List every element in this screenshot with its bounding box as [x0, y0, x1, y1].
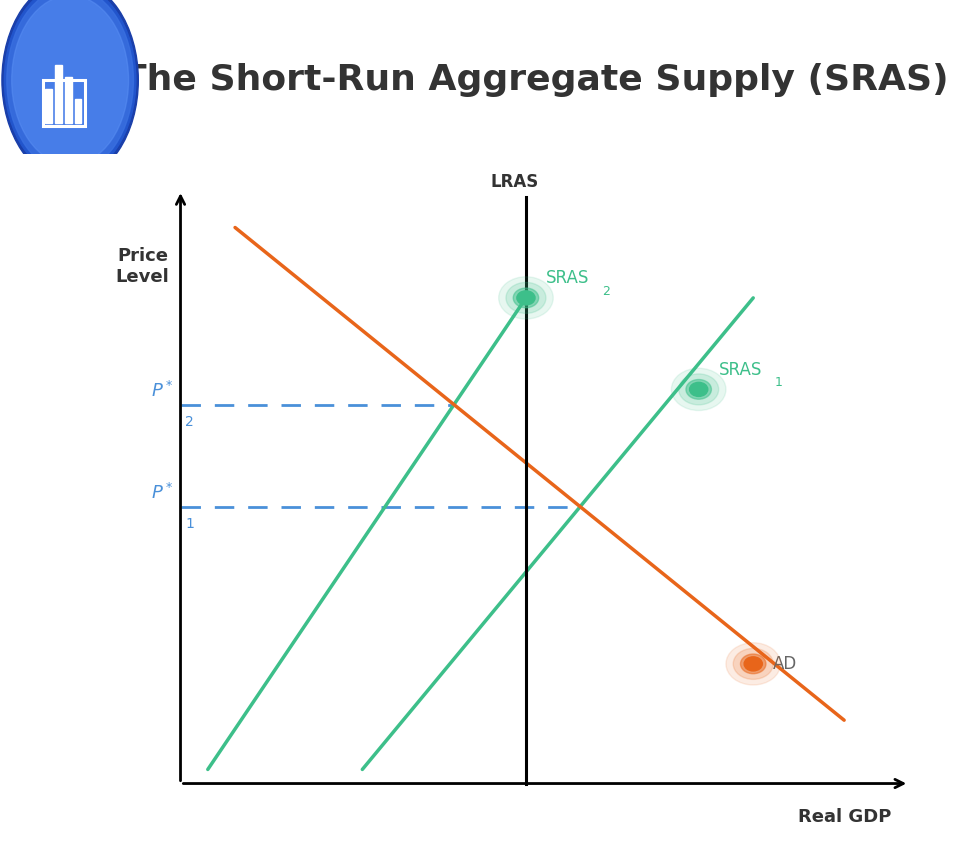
Bar [64, 77, 72, 123]
Circle shape [506, 282, 546, 313]
Text: 1: 1 [775, 377, 783, 389]
Bar [75, 98, 82, 123]
Circle shape [671, 368, 726, 411]
Circle shape [686, 379, 711, 399]
Circle shape [499, 276, 553, 319]
Text: Real GDP: Real GDP [799, 808, 892, 826]
Text: The Short-Run Aggregate Supply (SRAS): The Short-Run Aggregate Supply (SRAS) [122, 63, 949, 97]
Text: $\mathit{P}^*$: $\mathit{P}^*$ [151, 483, 173, 503]
Text: 1: 1 [185, 517, 194, 532]
Text: 2: 2 [185, 415, 194, 429]
Circle shape [517, 291, 535, 305]
Text: Price
Level: Price Level [116, 247, 169, 286]
Text: SRAS: SRAS [546, 270, 589, 288]
Circle shape [513, 288, 539, 308]
Circle shape [733, 648, 773, 680]
Text: AD: AD [773, 655, 798, 673]
Circle shape [726, 643, 780, 685]
Bar [55, 65, 62, 123]
Ellipse shape [4, 0, 135, 176]
Ellipse shape [12, 0, 129, 165]
Circle shape [679, 374, 719, 405]
Bar [45, 89, 53, 123]
Text: LRAS: LRAS [491, 173, 540, 191]
Ellipse shape [2, 0, 138, 181]
Circle shape [740, 654, 766, 674]
Bar [43, 80, 85, 127]
Circle shape [744, 657, 763, 671]
Ellipse shape [7, 0, 133, 173]
Text: SRAS: SRAS [719, 361, 762, 379]
Text: $\mathit{P}^*$: $\mathit{P}^*$ [151, 381, 173, 401]
Circle shape [690, 383, 708, 396]
Text: 2: 2 [602, 285, 610, 298]
